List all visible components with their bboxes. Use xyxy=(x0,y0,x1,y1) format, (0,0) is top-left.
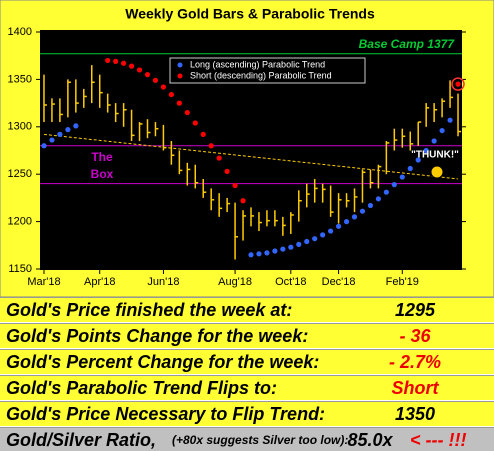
trend-dot xyxy=(304,238,310,245)
trend-dot xyxy=(280,246,286,252)
trend-dot xyxy=(216,155,222,161)
chart-title: Weekly Gold Bars & Parabolic Trends xyxy=(125,6,375,22)
row-label: Gold's Points Change for the week: xyxy=(6,326,309,346)
trend-dot xyxy=(391,182,397,188)
trend-dot xyxy=(152,77,159,83)
trend-dot xyxy=(431,138,437,144)
y-tick-label: 1400 xyxy=(8,26,32,38)
trend-dot xyxy=(351,214,358,220)
trend-dot xyxy=(208,143,214,149)
row-value: Short xyxy=(391,378,439,398)
legend-marker xyxy=(177,73,183,79)
legend-marker xyxy=(177,62,183,68)
row-label: Gold's Price finished the week at: xyxy=(6,300,293,320)
y-tick-label: 1300 xyxy=(8,121,32,133)
flip-ring xyxy=(451,77,465,91)
trend-dot xyxy=(232,182,238,189)
x-tick-label: Aug'18 xyxy=(218,276,252,288)
trend-dot xyxy=(367,202,374,209)
row-label: Gold's Parabolic Trend Flips to: xyxy=(6,378,277,398)
trend-dot xyxy=(288,244,294,250)
box-label: Box xyxy=(91,167,114,181)
ratio-label: Gold/Silver Ratio, xyxy=(6,430,157,450)
trend-dot xyxy=(121,60,127,66)
trend-dot xyxy=(343,219,350,225)
row-value: 1295 xyxy=(394,300,436,320)
x-tick-label: Oct'18 xyxy=(275,276,306,288)
face xyxy=(430,165,444,179)
trend-dot xyxy=(41,143,47,149)
ratio-note: (+80x suggests Silver too low): xyxy=(172,433,349,447)
row-label: Gold's Percent Change for the week: xyxy=(6,352,320,372)
table-row: Gold's Parabolic Trend Flips to: Short xyxy=(0,375,494,400)
table-row: Gold's Price finished the week at: 1295 xyxy=(0,297,494,322)
chart: Weekly Gold Bars & Parabolic Trends 1150… xyxy=(0,0,494,297)
trend-dot xyxy=(455,81,461,87)
ratio-value: 85.0x xyxy=(347,430,393,450)
trend-dot xyxy=(296,241,302,247)
trend-dot xyxy=(113,58,119,64)
trend-dot xyxy=(224,168,230,174)
x-tick-label: Jun'18 xyxy=(147,276,179,288)
x-tick-label: Feb'19 xyxy=(386,276,419,288)
trend-dot xyxy=(447,117,453,123)
trend-dot xyxy=(73,123,79,129)
trend-dot xyxy=(136,67,143,73)
trend-dot xyxy=(160,84,167,90)
trend-dot xyxy=(312,236,318,242)
trend-dot xyxy=(176,100,182,106)
annotation: "THUNK!" xyxy=(411,150,459,161)
table-row: Gold's Price Necessary to Flip Trend: 135… xyxy=(0,401,494,426)
trend-dot xyxy=(375,196,381,202)
trend-dot xyxy=(383,189,389,195)
legend xyxy=(169,57,366,84)
y-tick-label: 1350 xyxy=(8,73,32,85)
trend-dot xyxy=(328,228,334,234)
trend-dot xyxy=(49,137,55,143)
trend-dot xyxy=(423,147,429,154)
trend-dot xyxy=(320,232,326,238)
x-tick-label: Apr'18 xyxy=(84,276,115,288)
trend-dot xyxy=(415,157,421,163)
legend-label: Long (ascending) Parabolic Trend xyxy=(190,59,325,69)
row-value: - 2.7% xyxy=(388,352,442,372)
table-row: Gold/Silver Ratio, (+80x suggests Silver … xyxy=(0,427,494,451)
trend-dot xyxy=(65,127,71,133)
y-tick-label: 1250 xyxy=(8,168,32,180)
legend-label: Short (descending) Parabolic Trend xyxy=(190,70,332,80)
trend-dot xyxy=(264,250,270,256)
trend-dot xyxy=(248,252,254,258)
box-label: The xyxy=(91,150,113,164)
trend-dot xyxy=(144,72,151,78)
row-label: Gold's Price Necessary to Flip Trend: xyxy=(6,404,326,424)
trend-dot xyxy=(335,223,342,229)
ratio-arrow: < --- !!! xyxy=(410,430,467,450)
trendline xyxy=(43,133,459,180)
x-tick-label: Mar'18 xyxy=(27,276,60,288)
table-row: Gold's Percent Change for the week: - 2.7… xyxy=(0,349,494,374)
x-tick-label: Dec'18 xyxy=(322,276,356,288)
y-tick-label: 1200 xyxy=(8,216,32,228)
trend-dot xyxy=(399,174,405,180)
trend-dot xyxy=(407,165,413,172)
row-value: - 36 xyxy=(399,326,431,346)
trend-dot xyxy=(359,208,366,214)
trend-dot xyxy=(439,127,445,134)
trend-dot xyxy=(240,198,246,204)
y-tick-label: 1150 xyxy=(8,263,32,275)
trend-dot xyxy=(168,91,174,98)
trend-dot xyxy=(272,248,278,254)
trend-dot xyxy=(128,63,135,69)
trend-dot xyxy=(192,120,198,126)
row-value: 1350 xyxy=(394,404,436,424)
table-row: Gold's Points Change for the week: - 36 xyxy=(0,323,494,348)
trend-dot xyxy=(200,131,206,137)
trend-dot xyxy=(184,109,190,116)
base-camp-label: Base Camp 1377 xyxy=(359,37,456,51)
trend-dot xyxy=(57,131,63,137)
trend-dot xyxy=(105,57,111,64)
trend-dot xyxy=(256,251,262,257)
